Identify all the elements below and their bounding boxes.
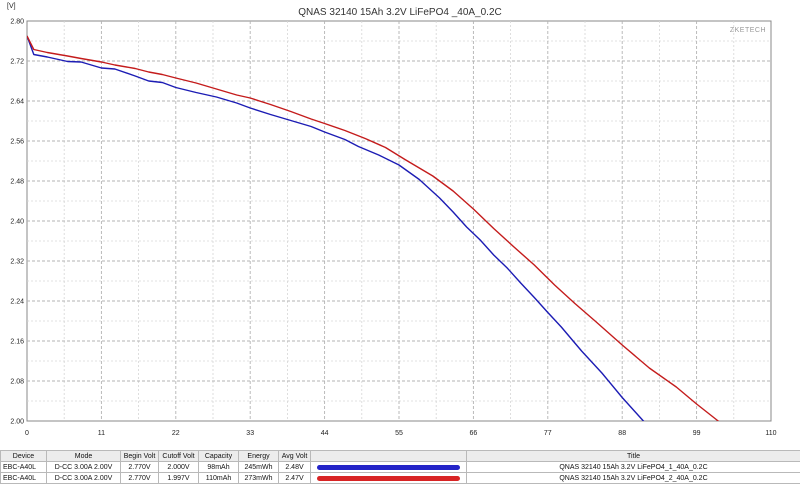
table-row[interactable]: EBC-A40L D-CC 3.00A 2.00V 2.770V 2.000V … (1, 462, 800, 473)
header-cutoff-volt[interactable]: Cutoff Volt (159, 451, 199, 462)
x-tick-label: 88 (618, 430, 626, 437)
x-tick-label: 99 (693, 430, 701, 437)
cell-energy: 245mWh (239, 462, 279, 473)
color-swatch (317, 476, 460, 481)
x-tick-label: 44 (321, 430, 329, 437)
cell-mode: D-CC 3.00A 2.00V (47, 462, 121, 473)
y-tick-label: 2.48 (10, 179, 24, 186)
cell-capacity: 110mAh (199, 473, 239, 484)
header-capacity[interactable]: Capacity (199, 451, 239, 462)
cell-capacity: 98mAh (199, 462, 239, 473)
y-tick-label: 2.00 (10, 419, 24, 426)
y-tick-label: 2.64 (10, 99, 24, 106)
x-tick-label: 77 (544, 430, 552, 437)
table-row[interactable]: EBC-A40L D-CC 3.00A 2.00V 2.770V 1.997V … (1, 473, 800, 484)
color-swatch (317, 465, 460, 470)
cell-begin-volt: 2.770V (121, 473, 159, 484)
header-title[interactable]: Title (467, 451, 800, 462)
cell-mode: D-CC 3.00A 2.00V (47, 473, 121, 484)
header-device[interactable]: Device (1, 451, 47, 462)
cell-avg-volt: 2.48V (279, 462, 311, 473)
x-tick-label: 11 (98, 430, 105, 437)
y-tick-label: 2.72 (10, 59, 24, 66)
watermark-text: ZKETECH (730, 27, 766, 34)
x-tick-label: 66 (470, 430, 478, 437)
cell-energy: 273mWh (239, 473, 279, 484)
table-header-row: Device Mode Begin Volt Cutoff Volt Capac… (1, 451, 800, 462)
y-tick-label: 2.80 (10, 19, 24, 26)
cell-color (311, 473, 467, 484)
cell-begin-volt: 2.770V (121, 462, 159, 473)
x-tick-label: 55 (395, 430, 403, 437)
cell-device: EBC-A40L (1, 473, 47, 484)
y-tick-label: 2.56 (10, 139, 24, 146)
header-energy[interactable]: Energy (239, 451, 279, 462)
cell-cutoff-volt: 1.997V (159, 473, 199, 484)
x-tick-label: 0 (25, 430, 29, 437)
x-tick-label: 110 (765, 430, 776, 437)
header-color[interactable] (311, 451, 467, 462)
grid (27, 21, 771, 421)
y-axis-unit: [V] (7, 3, 16, 10)
y-tick-labels: 2.00 2.08 2.16 2.24 2.32 2.40 2.48 2.56 2.64 2.72… (10, 19, 24, 426)
y-tick-label: 2.16 (10, 339, 24, 346)
cell-device: EBC-A40L (1, 462, 47, 473)
x-tick-label: 33 (246, 430, 254, 437)
cell-title: QNAS 32140 15Ah 3.2V LiFePO4_1_40A_0.2C (467, 462, 800, 473)
x-tick-labels: 0 11 22 33 44 55 66 77 88 99 110 (25, 430, 777, 437)
header-avg-volt[interactable]: Avg Volt (279, 451, 311, 462)
cell-color (311, 462, 467, 473)
y-tick-label: 2.24 (10, 299, 24, 306)
chart-title: QNAS 32140 15Ah 3.2V LiFePO4 _40A_0.2C (298, 7, 501, 18)
cell-title: QNAS 32140 15Ah 3.2V LiFePO4_2_40A_0.2C (467, 473, 800, 484)
y-tick-label: 2.08 (10, 379, 24, 386)
x-tick-label: 22 (172, 430, 180, 437)
results-table: Device Mode Begin Volt Cutoff Volt Capac… (0, 450, 800, 484)
cell-avg-volt: 2.47V (279, 473, 311, 484)
header-begin-volt[interactable]: Begin Volt (121, 451, 159, 462)
cell-cutoff-volt: 2.000V (159, 462, 199, 473)
y-tick-label: 2.32 (10, 259, 24, 266)
header-mode[interactable]: Mode (47, 451, 121, 462)
y-tick-label: 2.40 (10, 219, 24, 226)
discharge-chart: QNAS 32140 15Ah 3.2V LiFePO4 _40A_0.2C [… (0, 0, 800, 448)
